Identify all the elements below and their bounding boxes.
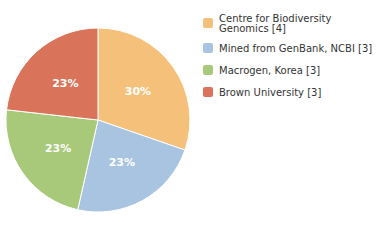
svg-text:30%: 30%: [125, 85, 151, 98]
svg-text:Genomics [4]: Genomics [4]: [219, 23, 286, 34]
svg-text:23%: 23%: [45, 142, 71, 155]
svg-text:Centre for Biodiversity: Centre for Biodiversity: [219, 12, 332, 24]
svg-text:Brown University [3]: Brown University [3]: [219, 87, 321, 98]
svg-text:23%: 23%: [109, 156, 135, 169]
svg-text:Macrogen, Korea [3]: Macrogen, Korea [3]: [219, 65, 320, 76]
svg-text:23%: 23%: [52, 77, 78, 90]
svg-text:Mined from GenBank, NCBI [3]: Mined from GenBank, NCBI [3]: [219, 43, 372, 54]
